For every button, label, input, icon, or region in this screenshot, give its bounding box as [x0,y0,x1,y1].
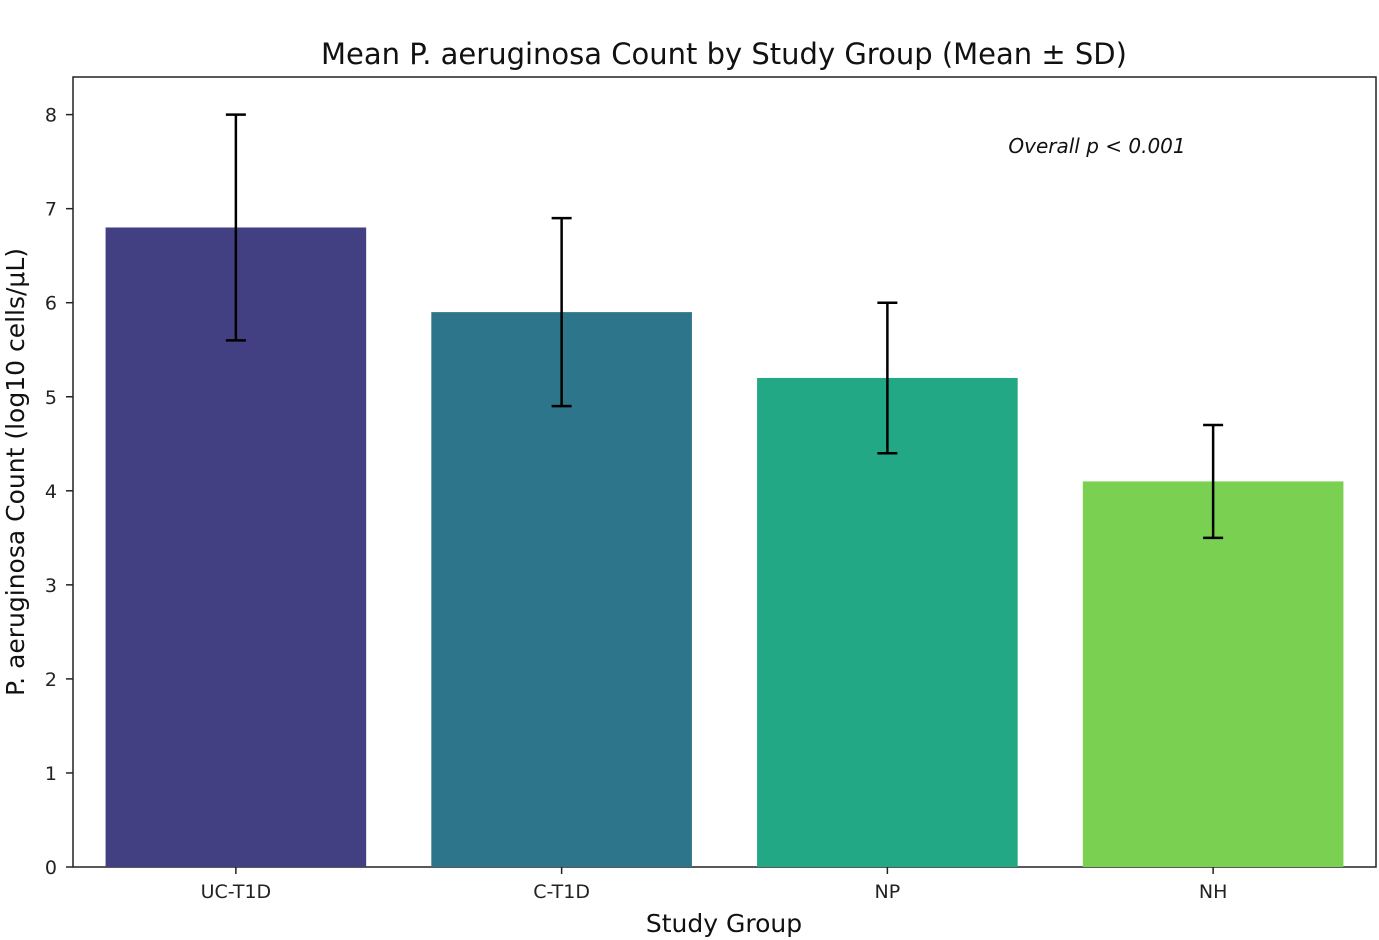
error-bar-nh [1203,423,1224,540]
error-bars-layer [225,113,1224,540]
y-tick-label: 1 [45,763,57,785]
x-tick-label: UC-T1D [201,881,272,903]
bar-nh [1082,481,1344,867]
y-tick-label: 6 [45,293,57,315]
x-tick-label: NP [875,881,901,903]
y-tick-label: 0 [45,857,57,879]
error-bar-c-t1d [551,216,572,408]
x-tick-label: C-T1D [533,881,590,903]
y-axis-title: P. aeruginosa Count (log10 cells/μL) [1,248,30,696]
bars-layer [105,227,1344,868]
error-bar-np [877,301,898,455]
x-tick-label: NH [1199,881,1228,903]
chart-title: Mean P. aeruginosa Count by Study Group … [321,37,1127,71]
bar-np [757,377,1018,867]
y-tick-label: 5 [45,387,57,409]
y-tick-label: 8 [45,105,57,127]
y-axis: 0 1 2 3 4 5 6 7 8 [45,105,73,879]
x-axis: UC-T1D C-T1D NP NH [201,867,1228,903]
x-axis-title: Study Group [646,909,802,938]
p-value-annotation: Overall p < 0.001 [1008,134,1185,158]
y-tick-label: 7 [45,199,57,221]
y-tick-label: 2 [45,669,57,691]
y-tick-label: 3 [45,575,57,597]
plot-area [72,76,1377,868]
error-bar-uc-t1d [225,113,246,342]
y-tick-label: 4 [45,481,57,503]
